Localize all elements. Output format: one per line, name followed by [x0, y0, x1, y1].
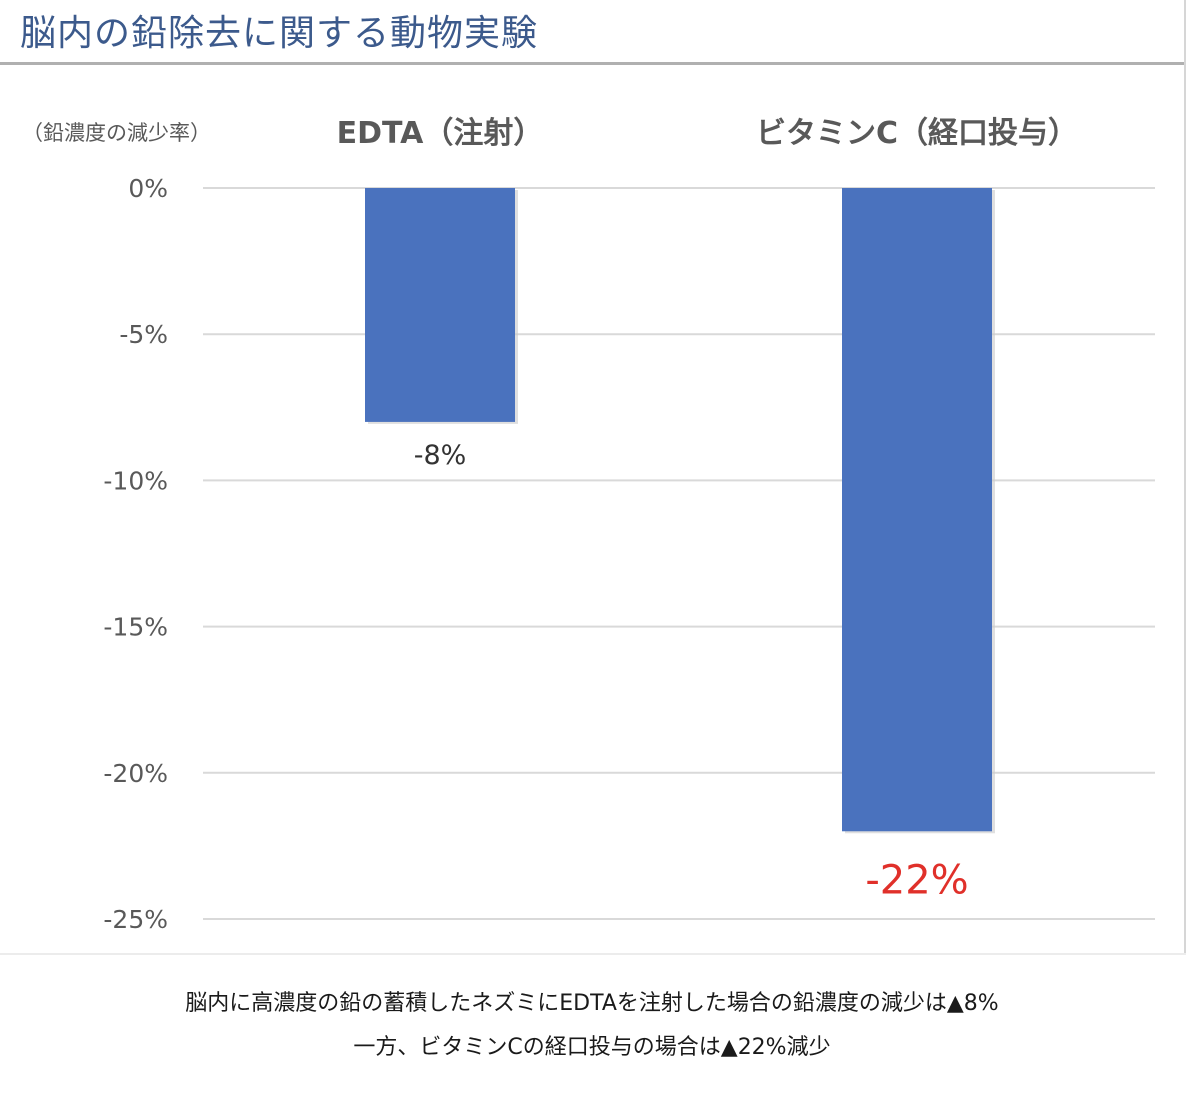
- y-tick-label: -10%: [103, 466, 168, 495]
- y-tick-label: -5%: [119, 320, 168, 349]
- caption-line-2: 一方、ビタミンCの経口投与の場合は▲22%減少: [353, 1035, 831, 1060]
- data-label: -22%: [865, 857, 968, 903]
- caption-line-1: 脳内に高濃度の鉛の蓄積したネズミにEDTAを注射した場合の鉛濃度の減少は▲8%: [185, 991, 999, 1016]
- page-title: 脳内の鉛除去に関する動物実験: [20, 13, 539, 54]
- y-tick-label: -20%: [103, 759, 168, 788]
- y-tick-label: -15%: [103, 613, 168, 642]
- bars: [365, 188, 995, 834]
- data-label: -8%: [414, 440, 467, 471]
- y-tick-label: 0%: [128, 174, 168, 203]
- bar: [842, 188, 992, 832]
- panel-right-border: [1184, 0, 1186, 955]
- y-axis-label: （鉛濃度の減少率）: [22, 121, 211, 145]
- category-labels: EDTA（注射） ビタミンC（経口投与）: [337, 116, 1078, 151]
- y-tick-label: -25%: [103, 905, 168, 934]
- bar: [365, 188, 515, 422]
- caption: 脳内に高濃度の鉛の蓄積したネズミにEDTAを注射した場合の鉛濃度の減少は▲8% …: [0, 982, 1184, 1070]
- y-axis-ticks: 0% -5% -10% -15% -20% -25%: [103, 174, 168, 934]
- gridlines: [203, 187, 1155, 920]
- category-label: EDTA（注射）: [337, 116, 544, 151]
- category-label: ビタミンC（経口投与）: [756, 116, 1078, 151]
- title-bar: 脳内の鉛除去に関する動物実験: [0, 0, 1184, 65]
- data-labels: -8% -22%: [414, 440, 969, 903]
- panel-bottom-border: [0, 953, 1186, 955]
